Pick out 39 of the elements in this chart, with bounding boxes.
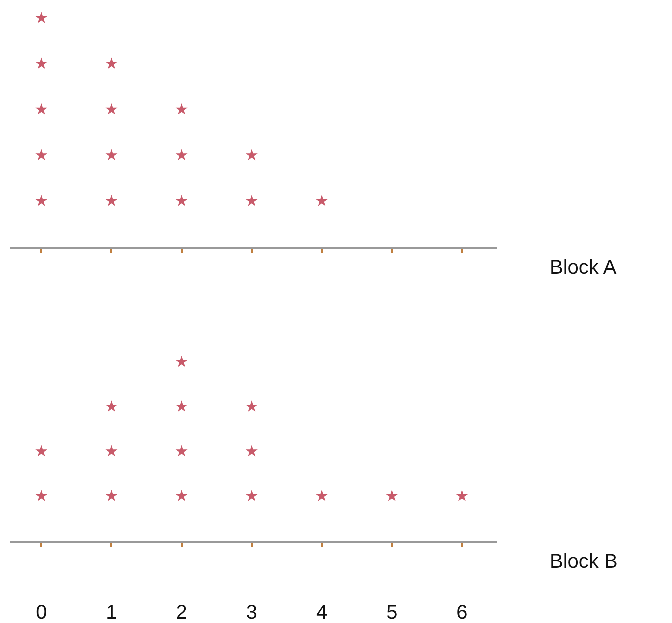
point [106, 400, 118, 412]
point [316, 194, 328, 206]
x-tick-label: 0 [36, 602, 48, 623]
point [106, 103, 118, 115]
point [36, 194, 48, 206]
x-tick-label: 4 [316, 602, 328, 623]
point [176, 149, 188, 161]
point [36, 149, 48, 161]
x-tick-label: 2 [176, 602, 188, 623]
text: Block B [550, 551, 618, 573]
x-tick-label: 5 [386, 602, 398, 623]
point [106, 149, 118, 161]
point [36, 490, 48, 502]
point [246, 400, 258, 412]
point [176, 490, 188, 502]
x-tick-label: 3 [246, 602, 258, 623]
point [106, 194, 118, 206]
point [176, 445, 188, 457]
point [386, 490, 398, 502]
text: Block A [550, 257, 618, 279]
x-tick-label: 6 [456, 602, 468, 623]
point [246, 490, 258, 502]
point [246, 445, 258, 457]
point [176, 103, 188, 115]
point [176, 194, 188, 206]
point [106, 490, 118, 502]
point [246, 194, 258, 206]
point [36, 445, 48, 457]
point [176, 400, 188, 412]
x-tick-label: 1 [106, 602, 118, 623]
point [316, 490, 328, 502]
point [36, 58, 48, 70]
point [106, 58, 118, 70]
point [176, 356, 188, 368]
point [456, 490, 468, 502]
point [36, 103, 48, 115]
point [106, 445, 118, 457]
point [36, 12, 48, 24]
point [246, 149, 258, 161]
